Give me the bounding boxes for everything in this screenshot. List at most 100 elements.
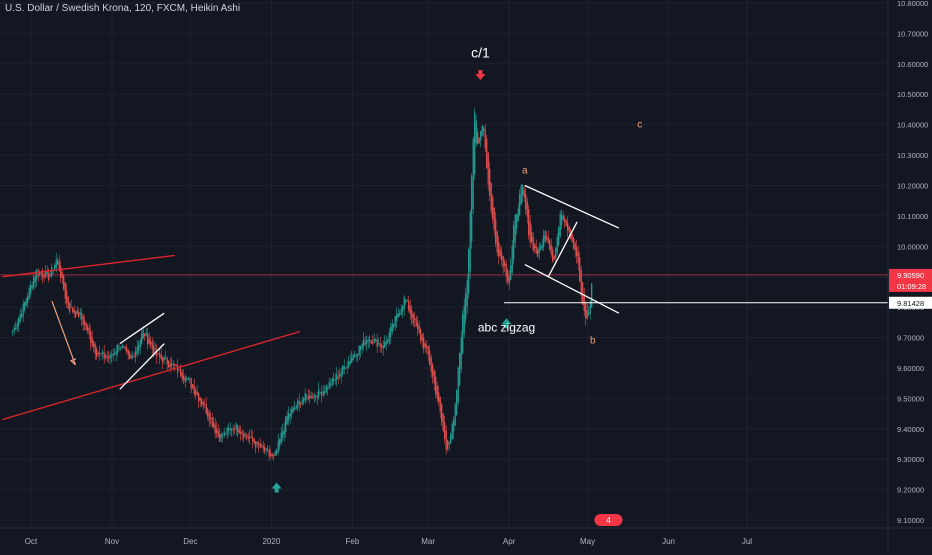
y-tick-label: 10.00000 bbox=[897, 242, 928, 251]
candle-body bbox=[442, 413, 444, 431]
candle-body bbox=[136, 347, 138, 354]
candle-body bbox=[306, 395, 308, 397]
candle-body bbox=[411, 309, 413, 318]
candle-body bbox=[511, 245, 513, 273]
candle-body bbox=[102, 351, 104, 354]
annotation-arrow-line bbox=[51, 300, 76, 366]
candle-body bbox=[150, 341, 152, 345]
candle-body bbox=[547, 237, 549, 243]
candle-body bbox=[58, 261, 60, 271]
candle-body bbox=[516, 214, 518, 229]
candle-body bbox=[463, 305, 465, 334]
candle-body bbox=[327, 388, 329, 390]
candle-body bbox=[337, 376, 339, 378]
candle-body bbox=[462, 313, 464, 354]
price-axis: 10.80000 10.70000 10.60000 10.50000 10.40000… bbox=[887, 0, 932, 550]
candle-body bbox=[433, 370, 435, 384]
candle-body bbox=[519, 194, 521, 216]
candle-body bbox=[391, 322, 393, 332]
candle-body bbox=[477, 132, 479, 145]
candle-body bbox=[18, 317, 20, 327]
y-tick-label: 10.10000 bbox=[897, 212, 928, 221]
candle-body bbox=[139, 339, 141, 348]
y-tick-label: 10.80000 bbox=[897, 0, 928, 8]
candle-body bbox=[501, 252, 503, 260]
candle-body bbox=[526, 201, 528, 217]
y-tick-label: 10.30000 bbox=[897, 151, 928, 160]
candle-body bbox=[484, 129, 486, 149]
candle-body bbox=[499, 249, 501, 256]
candle-body bbox=[546, 236, 548, 240]
candle-body bbox=[453, 419, 455, 432]
candle-body bbox=[234, 428, 236, 430]
candle-body bbox=[90, 331, 92, 343]
candle-body bbox=[537, 249, 539, 257]
candle-body bbox=[295, 406, 297, 409]
candle-body bbox=[193, 385, 195, 395]
trendline bbox=[119, 312, 165, 345]
candle-body bbox=[45, 271, 47, 277]
candle-body bbox=[127, 349, 129, 355]
candle-body bbox=[351, 357, 353, 363]
candle-body bbox=[381, 345, 383, 347]
candle-body bbox=[231, 428, 233, 431]
event-badge-label: 4 bbox=[606, 516, 611, 525]
candle-body bbox=[328, 382, 330, 389]
candle-body bbox=[93, 341, 95, 348]
candle-body bbox=[483, 127, 485, 131]
candle-body bbox=[366, 339, 368, 344]
candle-body bbox=[214, 424, 216, 434]
candle-body bbox=[43, 274, 45, 279]
candle-body bbox=[402, 305, 404, 312]
chart-annotation: b bbox=[590, 336, 596, 347]
trendline bbox=[2, 254, 175, 278]
candle-body bbox=[124, 346, 126, 349]
candle-body bbox=[469, 211, 471, 272]
candle-body bbox=[432, 364, 434, 377]
candle-body bbox=[387, 339, 389, 343]
candle-body bbox=[276, 449, 278, 454]
candle-body bbox=[325, 385, 327, 393]
candle-body bbox=[88, 328, 90, 335]
candle-body bbox=[57, 259, 59, 264]
candle-body bbox=[346, 365, 348, 369]
candle-body bbox=[112, 353, 114, 357]
x-tick-label: Jul bbox=[742, 537, 752, 546]
candle-body bbox=[228, 428, 230, 431]
candle-body bbox=[310, 396, 312, 399]
candle-body bbox=[367, 340, 369, 342]
candle-body bbox=[553, 255, 555, 260]
candle-body bbox=[558, 227, 560, 245]
candle-body bbox=[106, 356, 108, 358]
candle-body bbox=[285, 416, 287, 433]
candle-body bbox=[459, 352, 461, 386]
candle-body bbox=[138, 344, 140, 351]
candle-body bbox=[457, 367, 459, 403]
x-tick-label: Feb bbox=[345, 537, 359, 546]
y-tick-label: 10.40000 bbox=[897, 121, 928, 130]
candle-body bbox=[151, 342, 153, 349]
candle-body bbox=[283, 429, 285, 435]
candle-body bbox=[279, 439, 281, 447]
candle-body bbox=[315, 395, 317, 397]
candle-body bbox=[495, 219, 497, 244]
candle-body bbox=[129, 352, 131, 359]
candle-body bbox=[78, 311, 80, 318]
candle-body bbox=[348, 360, 350, 368]
candle-body bbox=[319, 392, 321, 394]
y-tick-label: 10.70000 bbox=[897, 29, 928, 38]
candle-body bbox=[55, 260, 57, 268]
candle-body bbox=[559, 213, 561, 237]
candle-body bbox=[444, 422, 446, 439]
candle-body bbox=[451, 423, 453, 440]
chart-annotation: c bbox=[637, 120, 642, 131]
candle-body bbox=[291, 408, 293, 416]
candle-body bbox=[441, 404, 443, 423]
candle-body bbox=[196, 392, 198, 395]
event-badge bbox=[594, 514, 623, 526]
candle-body bbox=[342, 365, 344, 374]
candle-body bbox=[21, 314, 23, 318]
candle-body bbox=[564, 217, 566, 223]
